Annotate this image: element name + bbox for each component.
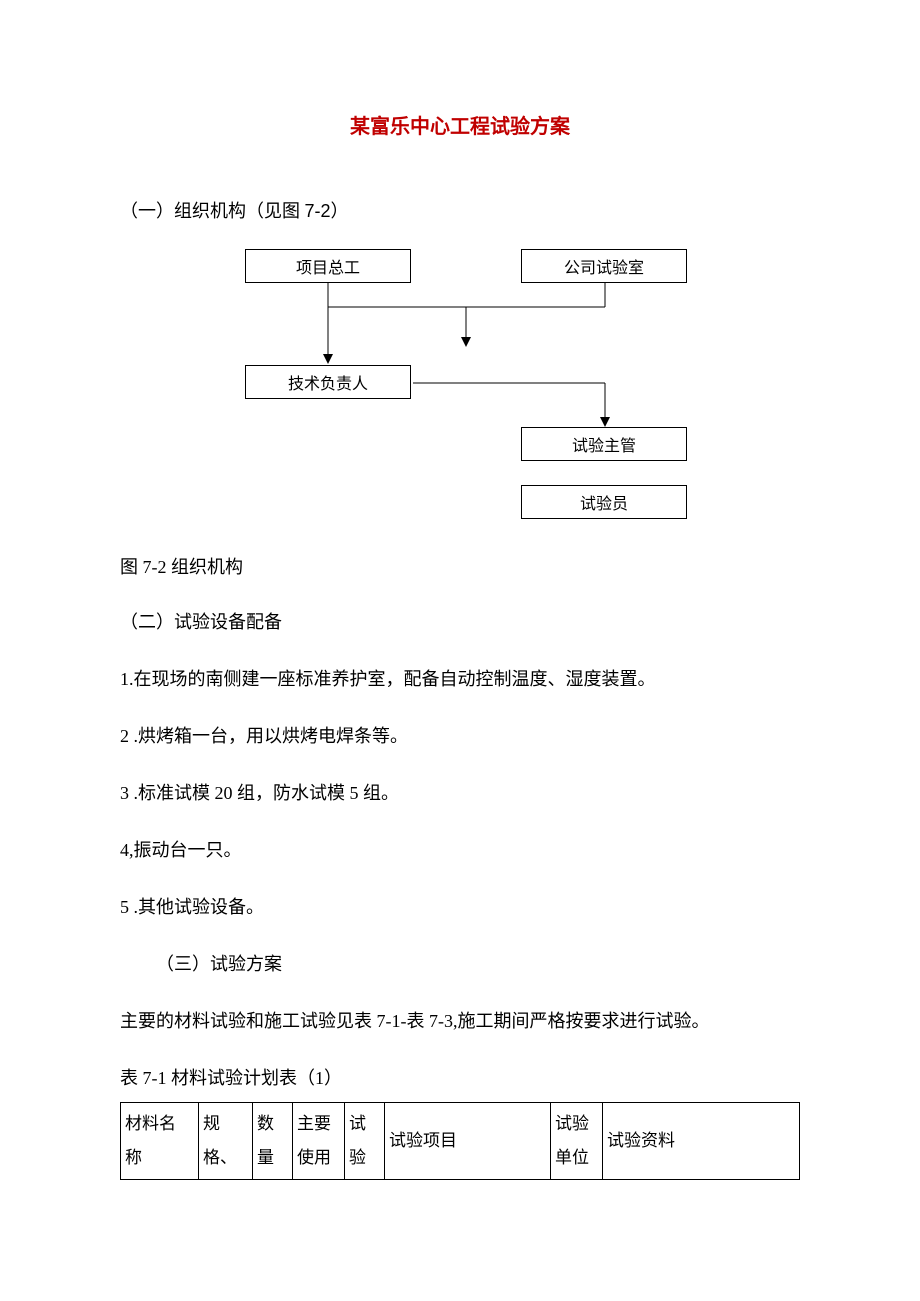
table-caption: 表 7-1 材料试验计划表（1）	[120, 1065, 800, 1092]
cell-text: 试验	[555, 1114, 589, 1133]
cell-text: 试验项目	[389, 1131, 457, 1150]
org-node-tech-lead: 技术负责人	[245, 365, 411, 399]
th-main-use: 主要使用	[293, 1103, 345, 1180]
org-chart: 项目总工 公司试验室 技术负责人 试验主管 试验员	[225, 245, 695, 525]
cell-text: 试验资料	[607, 1131, 675, 1150]
org-node-project-chief: 项目总工	[245, 249, 411, 283]
section-2-heading: （二）试验设备配备	[120, 609, 800, 636]
th-test: 试验	[345, 1103, 385, 1180]
cell-text: 材料名	[125, 1114, 176, 1133]
equip-item-5: 5 .其他试验设备。	[120, 894, 800, 921]
section-1-pre: （一）组织机构（见图	[120, 201, 305, 221]
material-table: 材料名称 规格、 数量 主要使用 试验 试验项目 试验单位 试验资料	[120, 1102, 800, 1180]
org-node-company-lab: 公司试验室	[521, 249, 687, 283]
section-1-heading: （一）组织机构（见图 7-2）	[120, 197, 800, 223]
section-1-num: 7-2	[305, 201, 331, 221]
cell-text: 使用	[297, 1148, 331, 1167]
cell-text: 试	[349, 1114, 366, 1133]
equip-item-1: 1.在现场的南侧建一座标准养护室，配备自动控制温度、湿度装置。	[120, 666, 800, 693]
equip-item-4: 4,振动台一只。	[120, 837, 800, 864]
org-node-c-label: 技术负责人	[288, 370, 368, 394]
figure-caption: 图 7-2 组织机构	[120, 553, 800, 579]
th-test-item: 试验项目	[385, 1103, 551, 1180]
equip-item-2: 2 .烘烤箱一台，用以烘烤电焊条等。	[120, 723, 800, 750]
org-node-tester: 试验员	[521, 485, 687, 519]
th-test-data: 试验资料	[603, 1103, 800, 1180]
org-node-a-label: 项目总工	[296, 254, 360, 278]
section-3-heading: （三）试验方案	[156, 951, 800, 978]
cell-text: 主要	[297, 1114, 331, 1133]
th-test-unit: 试验单位	[551, 1103, 603, 1180]
org-node-test-supervisor: 试验主管	[521, 427, 687, 461]
section-3-para: 主要的材料试验和施工试验见表 7-1-表 7-3,施工期间严格按要求进行试验。	[120, 1008, 800, 1035]
cell-text: 量	[257, 1148, 274, 1167]
page-title: 某富乐中心工程试验方案	[120, 110, 800, 139]
org-node-d-label: 试验主管	[572, 432, 636, 456]
cell-text: 称	[125, 1148, 142, 1167]
th-spec: 规格、	[199, 1103, 253, 1180]
section-1-post: ）	[331, 201, 349, 221]
cell-text: 规	[203, 1114, 220, 1133]
th-qty: 数量	[253, 1103, 293, 1180]
cell-text: 单位	[555, 1148, 589, 1167]
org-node-e-label: 试验员	[580, 490, 628, 514]
table-row: 材料名称 规格、 数量 主要使用 试验 试验项目 试验单位 试验资料	[121, 1103, 800, 1180]
cell-text: 验	[349, 1148, 366, 1167]
org-node-b-label: 公司试验室	[564, 254, 644, 278]
cell-text: 格、	[203, 1148, 237, 1167]
cell-text: 数	[257, 1114, 274, 1133]
title-text: 某富乐中心工程试验方案	[350, 116, 570, 138]
equip-item-3: 3 .标准试模 20 组，防水试模 5 组。	[120, 780, 800, 807]
th-material-name: 材料名称	[121, 1103, 199, 1180]
